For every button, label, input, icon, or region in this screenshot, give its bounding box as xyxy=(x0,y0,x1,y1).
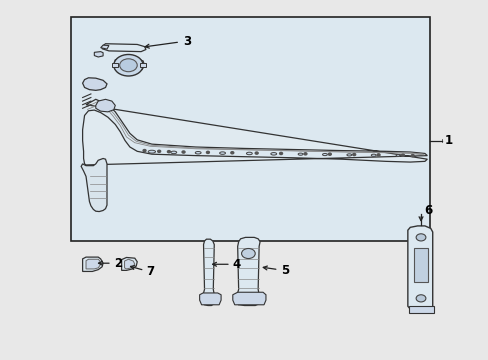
Polygon shape xyxy=(82,78,107,90)
Text: 7: 7 xyxy=(146,265,154,278)
Bar xyxy=(71,17,429,241)
Circle shape xyxy=(114,54,143,76)
Circle shape xyxy=(182,151,184,153)
Polygon shape xyxy=(122,257,137,270)
Polygon shape xyxy=(114,58,144,72)
Circle shape xyxy=(143,149,146,152)
Text: 4: 4 xyxy=(232,258,241,271)
Text: 1: 1 xyxy=(444,134,451,147)
Polygon shape xyxy=(94,51,103,57)
Circle shape xyxy=(376,154,379,156)
Polygon shape xyxy=(86,259,101,269)
Ellipse shape xyxy=(246,152,252,155)
Text: 2: 2 xyxy=(114,257,122,270)
Bar xyxy=(408,306,433,314)
Circle shape xyxy=(401,154,404,156)
Ellipse shape xyxy=(395,155,399,157)
Text: 3: 3 xyxy=(183,35,191,49)
Polygon shape xyxy=(101,45,109,49)
Polygon shape xyxy=(81,158,107,212)
Ellipse shape xyxy=(170,151,176,154)
Bar xyxy=(413,248,427,282)
Polygon shape xyxy=(82,99,427,165)
Circle shape xyxy=(241,248,255,258)
Circle shape xyxy=(328,153,330,155)
Circle shape xyxy=(167,150,170,153)
Circle shape xyxy=(352,153,355,156)
Ellipse shape xyxy=(148,150,155,153)
Polygon shape xyxy=(124,259,135,269)
Ellipse shape xyxy=(270,153,276,155)
Circle shape xyxy=(206,151,209,153)
Polygon shape xyxy=(203,239,215,306)
Polygon shape xyxy=(82,257,103,271)
Ellipse shape xyxy=(322,153,327,156)
Bar xyxy=(112,63,118,67)
Text: 6: 6 xyxy=(423,204,431,217)
Ellipse shape xyxy=(298,153,303,155)
Ellipse shape xyxy=(346,154,351,156)
Circle shape xyxy=(230,152,233,154)
Circle shape xyxy=(415,234,425,241)
Polygon shape xyxy=(237,237,260,306)
Circle shape xyxy=(415,295,425,302)
Circle shape xyxy=(158,150,160,152)
Circle shape xyxy=(279,152,282,154)
Ellipse shape xyxy=(219,152,225,154)
Polygon shape xyxy=(199,293,221,305)
Ellipse shape xyxy=(370,154,375,156)
Circle shape xyxy=(304,153,306,155)
Circle shape xyxy=(410,154,413,157)
Text: 5: 5 xyxy=(280,264,288,277)
Ellipse shape xyxy=(195,152,201,154)
Polygon shape xyxy=(232,292,265,305)
Circle shape xyxy=(255,152,258,154)
Circle shape xyxy=(120,59,137,72)
Polygon shape xyxy=(102,44,146,51)
Bar xyxy=(140,63,146,67)
Polygon shape xyxy=(407,226,432,311)
Polygon shape xyxy=(96,99,115,112)
